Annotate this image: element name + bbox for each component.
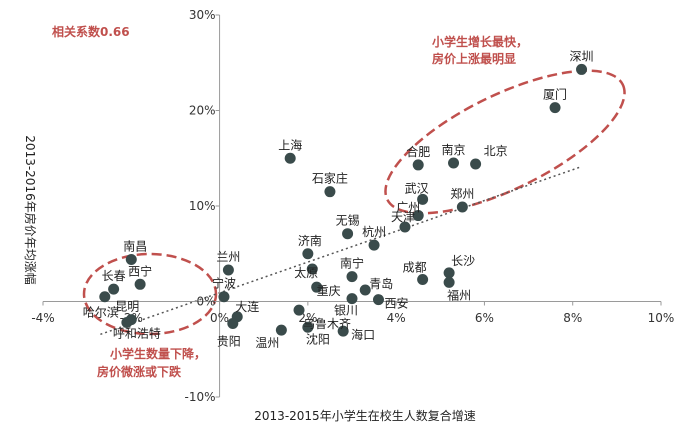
data-point <box>302 321 314 333</box>
x-tick-label: 6% <box>475 311 494 325</box>
point-label: 西安 <box>384 296 408 311</box>
x-tick-label: 8% <box>563 311 582 325</box>
point-label: 武汉 <box>405 181 429 195</box>
point-label: 无锡 <box>336 213 360 228</box>
point-label: 温州 <box>255 336 279 350</box>
point-label: 南昌 <box>123 238 147 253</box>
data-point <box>218 291 230 303</box>
point-label: 哈尔滨 <box>83 305 119 320</box>
data-point <box>470 158 482 170</box>
point-label: 重庆 <box>317 284 341 298</box>
point-label: 石家庄 <box>312 171 348 186</box>
point-label: 西宁 <box>128 263 152 278</box>
group-highlight-ellipses <box>82 69 626 336</box>
data-point <box>306 263 318 275</box>
data-point <box>417 193 429 205</box>
point-label: 海口 <box>351 327 375 342</box>
point-label: 贵阳 <box>217 334 241 348</box>
point-label: 大连 <box>235 299 259 314</box>
data-point <box>549 102 561 114</box>
point-labels: 深圳厦门合肥 南京 北京上海石家庄武汉广州郑州天津无锡杭州济南南昌兰州太原南宁 成都长… <box>83 49 594 350</box>
point-label: 乌鲁木齐 <box>303 316 351 331</box>
top-group-ellipse <box>384 69 626 215</box>
data-point <box>324 186 336 198</box>
data-point <box>311 281 323 293</box>
data-point <box>443 267 455 279</box>
point-label: 合肥 <box>406 144 430 159</box>
data-point <box>456 201 468 213</box>
point-label: 南宁 <box>340 256 364 271</box>
point-label: 沈阳 <box>306 331 330 346</box>
x-tick-label: -4% <box>31 311 54 325</box>
point-label: 郑州 <box>450 186 474 201</box>
data-point <box>284 152 296 164</box>
data-point <box>417 274 429 286</box>
data-point <box>227 317 239 329</box>
point-label: 北京 <box>484 144 508 158</box>
point-label: 呼和浩特 <box>113 326 161 341</box>
point-label: 上海 <box>278 137 302 152</box>
data-point <box>108 283 120 295</box>
bottom-group-annotation-line2: 房价微涨或下跌 <box>97 364 182 379</box>
data-point <box>368 239 380 251</box>
data-point <box>222 264 234 276</box>
point-label: 长沙 <box>451 254 475 268</box>
x-axis-title: 2013-2015年小学生在校生人数复合增速 <box>254 408 475 423</box>
data-point <box>342 228 354 240</box>
data-points <box>99 63 588 337</box>
top-group-annotation-line2: 房价上涨最明显 <box>432 51 516 66</box>
top-group-annotation-line1: 小学生增长最快， <box>432 34 528 49</box>
x-tick-label: 2% <box>298 311 317 325</box>
y-tick-label: 20% <box>189 104 216 118</box>
data-point <box>99 291 111 303</box>
point-label: 青岛 <box>369 276 393 291</box>
data-point <box>412 159 424 171</box>
point-label: 昆明 <box>115 300 139 314</box>
y-tick-label: 10% <box>189 199 216 213</box>
point-label: 厦门 <box>543 87 567 102</box>
point-label: 福州 <box>447 287 471 302</box>
x-tick-label: 10% <box>648 311 675 325</box>
bottom-group-ellipse <box>82 252 218 336</box>
point-label: 兰州 <box>216 250 240 264</box>
tick-labels: -4%-2%0%2%4%6%8%10%-10%0%10%20%30% <box>31 8 674 404</box>
data-point <box>372 294 384 306</box>
point-label: 银川 <box>334 304 358 318</box>
point-label: 成都 <box>403 261 427 275</box>
data-point <box>125 253 137 265</box>
data-point <box>337 325 349 337</box>
point-label: 太原 <box>294 265 318 280</box>
x-tick-label: 4% <box>387 311 406 325</box>
point-label: 南京 <box>442 142 466 157</box>
data-point <box>576 63 588 75</box>
data-point <box>346 271 358 283</box>
y-tick-label: 0% <box>197 295 216 309</box>
data-point <box>443 276 455 288</box>
point-label: 广州 <box>396 201 420 215</box>
point-label: 长春 <box>102 269 126 283</box>
correlation-annotation: 相关系数0.66 <box>52 24 130 39</box>
data-point <box>293 304 305 316</box>
y-tick-label: 30% <box>189 8 216 22</box>
data-point <box>134 278 146 290</box>
data-point <box>399 221 411 233</box>
y-tick-label: -10% <box>185 390 216 404</box>
data-point <box>412 210 424 222</box>
bottom-group-annotation-line1: 小学生数量下降， <box>110 346 206 361</box>
point-label: 宁波 <box>212 276 236 291</box>
y-axis-title: 2013-2016年房价年均涨幅 <box>23 135 38 284</box>
data-point <box>275 324 287 336</box>
x-tick-label: 0% <box>210 311 229 325</box>
data-point <box>302 248 314 260</box>
point-label: 济南 <box>298 233 322 248</box>
data-point <box>448 157 460 169</box>
point-label: 天津 <box>391 210 415 224</box>
data-point <box>346 293 358 305</box>
data-point <box>121 317 133 329</box>
point-label: 深圳 <box>570 49 594 63</box>
point-label: 杭州 <box>362 224 386 239</box>
data-point <box>359 284 371 296</box>
